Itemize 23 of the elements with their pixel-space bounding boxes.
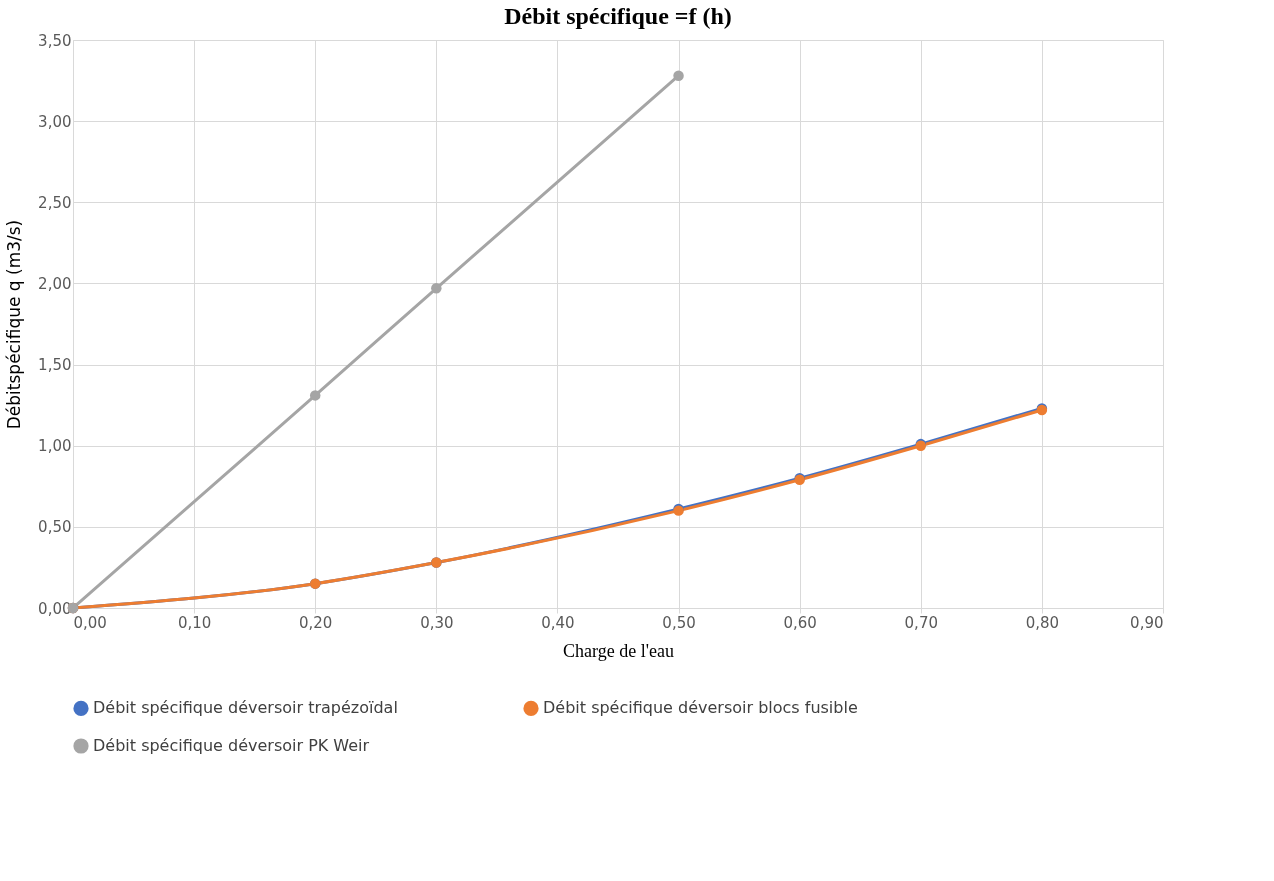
legend-label: Débit spécifique déversoir trapézoïdal <box>93 698 398 718</box>
x-tick-label: 0,80 <box>1025 613 1060 632</box>
legend-label: Débit spécifique déversoir blocs fusible <box>543 698 858 718</box>
x-tick-label: 0,30 <box>420 613 454 632</box>
y-tick-label: 2,50 <box>38 193 72 212</box>
x-tick-label: 0,90 <box>1130 613 1164 632</box>
y-tick-label: 2,00 <box>38 274 72 293</box>
y-tick-label: 3,50 <box>38 31 72 50</box>
y-tick-label: 1,00 <box>38 437 72 456</box>
x-tick-label: 0,20 <box>299 613 333 632</box>
x-tick-label: 0,40 <box>541 613 575 632</box>
x-tick-label: 0,00 <box>73 613 107 632</box>
chart-title: Débit spécifique =f (h) <box>504 3 732 29</box>
x-tick-label: 0,70 <box>904 613 938 632</box>
y-tick-label: 0,50 <box>38 518 72 537</box>
y-tick-label: 3,00 <box>38 112 72 131</box>
y-axis-title: Débitspécifique q (m3/s) <box>4 219 25 430</box>
x-axis-title: Charge de l'eau <box>563 640 674 661</box>
x-tick-label: 0,10 <box>177 613 212 632</box>
x-tick-label: 0,50 <box>662 613 696 632</box>
x-tick-label: 0,60 <box>783 613 817 632</box>
y-tick-label: 1,50 <box>38 356 72 375</box>
legend-label: Débit spécifique déversoir PK Weir <box>93 736 370 755</box>
